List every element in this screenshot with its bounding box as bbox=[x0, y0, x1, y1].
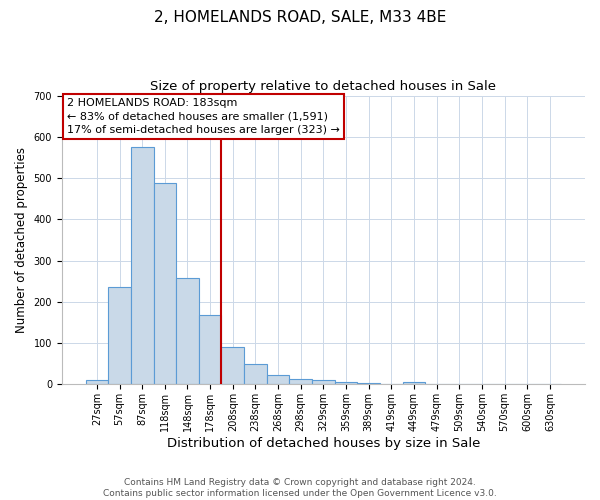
Text: 2 HOMELANDS ROAD: 183sqm
← 83% of detached houses are smaller (1,591)
17% of sem: 2 HOMELANDS ROAD: 183sqm ← 83% of detach… bbox=[67, 98, 340, 135]
Bar bbox=[221, 347, 244, 385]
Bar bbox=[131, 147, 154, 384]
Bar bbox=[86, 380, 108, 384]
Bar bbox=[244, 364, 267, 384]
Text: Contains HM Land Registry data © Crown copyright and database right 2024.
Contai: Contains HM Land Registry data © Crown c… bbox=[103, 478, 497, 498]
Bar bbox=[176, 278, 199, 384]
Y-axis label: Number of detached properties: Number of detached properties bbox=[15, 147, 28, 333]
Bar bbox=[108, 286, 131, 384]
Bar bbox=[199, 315, 221, 384]
Title: Size of property relative to detached houses in Sale: Size of property relative to detached ho… bbox=[151, 80, 496, 93]
Bar bbox=[403, 382, 425, 384]
Text: 2, HOMELANDS ROAD, SALE, M33 4BE: 2, HOMELANDS ROAD, SALE, M33 4BE bbox=[154, 10, 446, 25]
X-axis label: Distribution of detached houses by size in Sale: Distribution of detached houses by size … bbox=[167, 437, 480, 450]
Bar bbox=[267, 374, 289, 384]
Bar bbox=[154, 184, 176, 384]
Bar bbox=[289, 378, 312, 384]
Bar bbox=[358, 383, 380, 384]
Bar bbox=[312, 380, 335, 384]
Bar bbox=[335, 382, 358, 384]
